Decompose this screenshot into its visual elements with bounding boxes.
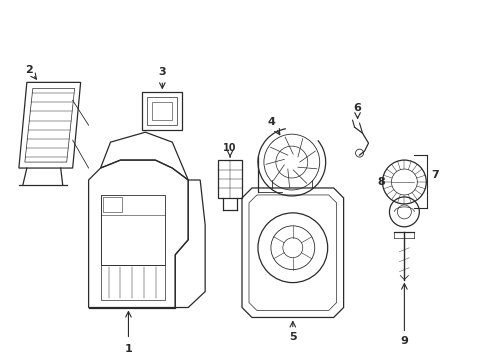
Bar bbox=[152, 102, 172, 120]
Text: 8: 8 bbox=[377, 177, 385, 187]
Bar bbox=[142, 92, 182, 130]
Text: 3: 3 bbox=[158, 67, 166, 77]
Text: 10: 10 bbox=[223, 143, 236, 153]
Bar bbox=[147, 97, 177, 125]
Text: 9: 9 bbox=[400, 336, 407, 346]
Bar bbox=[218, 160, 242, 198]
Text: 4: 4 bbox=[267, 117, 275, 127]
Text: 1: 1 bbox=[124, 345, 132, 354]
Text: 5: 5 bbox=[288, 332, 296, 342]
Text: 2: 2 bbox=[25, 66, 33, 76]
Text: 6: 6 bbox=[353, 103, 361, 113]
Text: 7: 7 bbox=[430, 170, 438, 180]
